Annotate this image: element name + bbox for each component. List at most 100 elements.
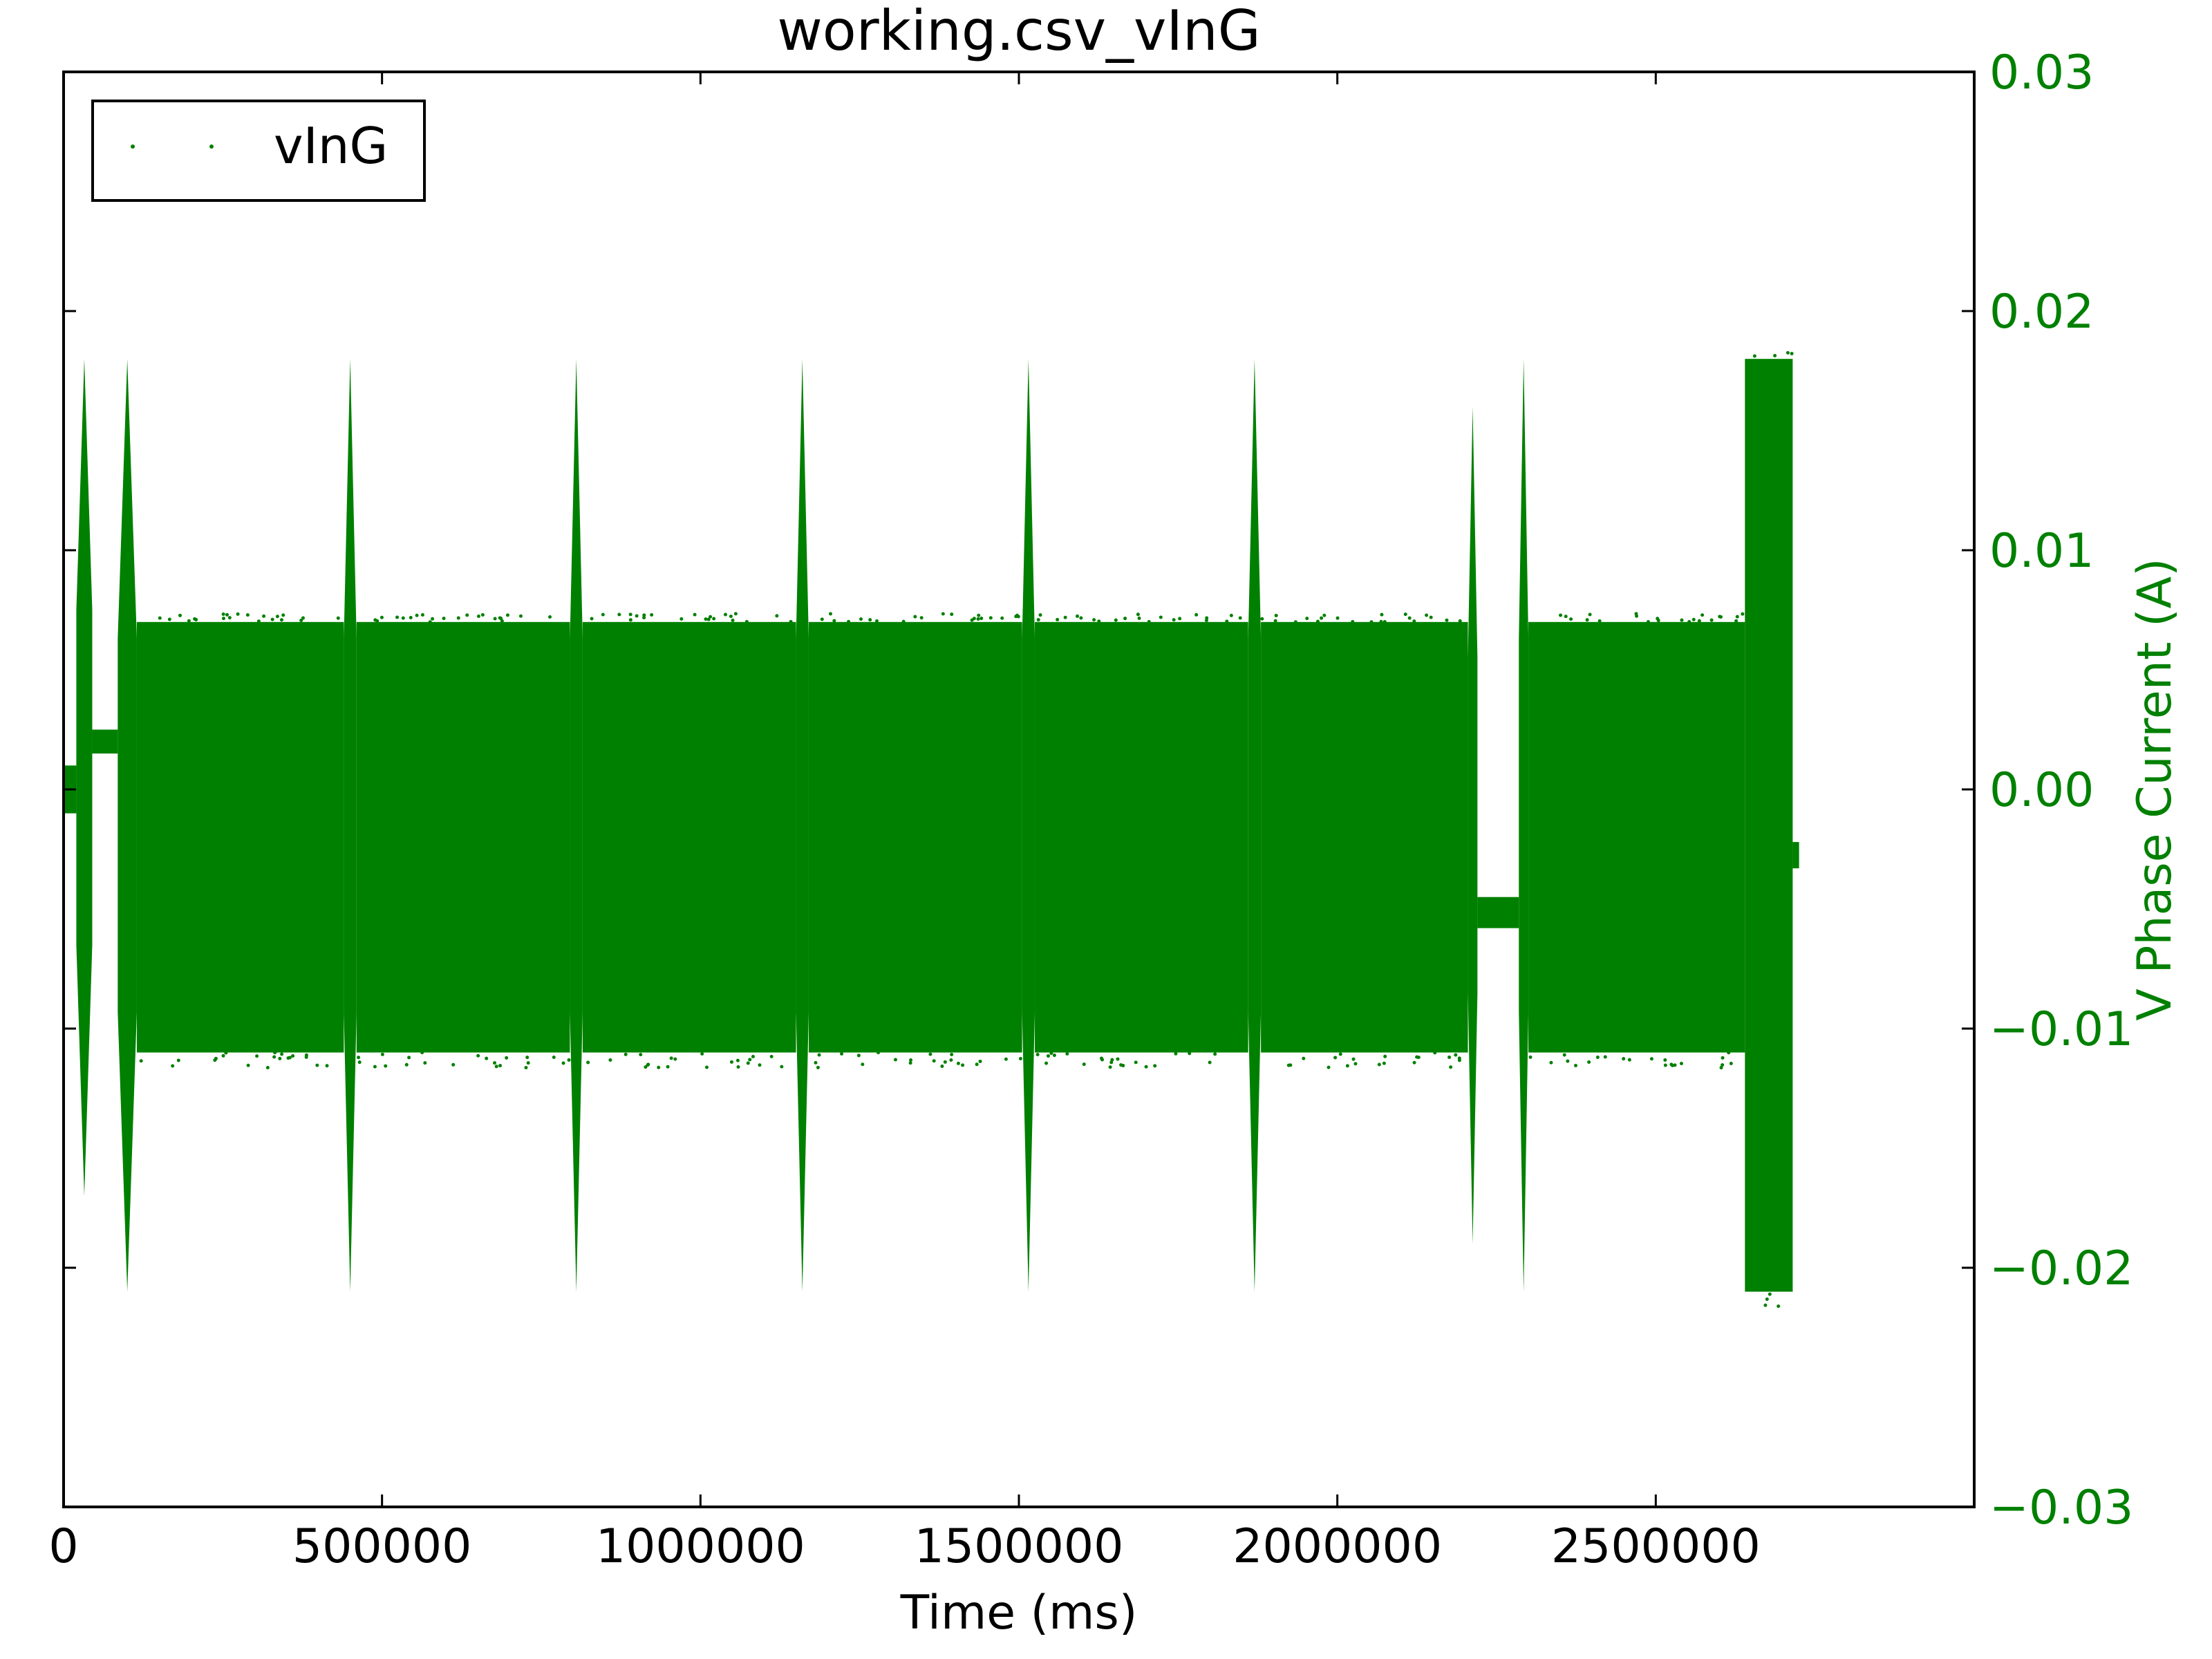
data-point: [736, 1065, 740, 1069]
data-point: [1687, 620, 1691, 624]
data-point: [221, 1053, 225, 1058]
data-point: [1719, 1066, 1723, 1070]
data-point: [357, 1060, 362, 1065]
data-point: [1445, 618, 1449, 622]
data-point: [1369, 620, 1374, 624]
data-point: [1333, 1056, 1338, 1060]
data-point: [395, 615, 400, 619]
data-point: [919, 616, 924, 620]
data-point: [1379, 619, 1383, 624]
data-point: [746, 1061, 750, 1065]
data-point: [1403, 612, 1407, 617]
data-point: [816, 1065, 820, 1069]
data-point: [494, 1065, 498, 1069]
data-point: [1208, 1060, 1212, 1065]
data-point: [1174, 1051, 1178, 1056]
data-point: [950, 612, 954, 617]
data-point: [608, 1058, 612, 1062]
data-point: [500, 619, 504, 623]
data-point: [1425, 613, 1429, 617]
data-point: [1056, 617, 1060, 621]
data-point: [246, 1063, 250, 1067]
data-point: [409, 615, 413, 619]
data-point: [1116, 1057, 1120, 1061]
data-point: [187, 619, 191, 623]
data-band-12: [1035, 621, 1248, 1053]
data-band-8: [582, 621, 796, 1053]
data-point: [176, 1058, 180, 1062]
data-point: [336, 616, 340, 620]
x-axis-label: Time (ms): [900, 1586, 1138, 1640]
data-point: [1153, 1064, 1157, 1068]
chart-title: working.csv_vInG: [777, 0, 1260, 63]
data-point: [590, 617, 594, 621]
data-point: [1603, 1055, 1607, 1059]
data-point: [1735, 615, 1739, 619]
data-point: [1595, 1055, 1600, 1059]
data-point: [1136, 612, 1140, 617]
data-point: [407, 1056, 411, 1060]
data-point: [624, 1052, 628, 1056]
data-band-18: [1528, 621, 1745, 1053]
data-point: [273, 1051, 277, 1055]
data-point: [1454, 1053, 1458, 1057]
data-point: [1335, 616, 1340, 620]
data-point: [1721, 1063, 1725, 1067]
data-point: [1588, 612, 1592, 617]
data-point: [167, 617, 171, 621]
data-point: [628, 618, 632, 622]
data-point: [729, 1060, 733, 1064]
data-point: [221, 612, 225, 616]
y-tick-label: 0.00: [1989, 763, 2094, 818]
data-spike-7: [570, 359, 583, 1292]
data-point: [1458, 619, 1462, 623]
data-point: [1412, 1060, 1416, 1065]
data-point: [1412, 619, 1416, 624]
data-point: [940, 1065, 944, 1069]
data-point: [493, 1061, 497, 1065]
data-point: [1178, 617, 1182, 621]
data-point: [499, 616, 503, 620]
data-point: [1734, 619, 1738, 623]
data-point: [1159, 615, 1163, 619]
data-point: [1110, 1058, 1114, 1062]
data-point: [493, 617, 497, 621]
data-point: [1416, 1056, 1421, 1060]
data-point: [1709, 618, 1714, 622]
data-point: [1721, 1056, 1725, 1060]
data-point: [1457, 1058, 1461, 1062]
data-point: [442, 617, 446, 621]
data-point: [639, 1053, 643, 1057]
data-point: [1566, 1059, 1570, 1063]
data-point: [657, 1065, 661, 1069]
data-point: [265, 1066, 270, 1070]
data-point: [1108, 1065, 1112, 1069]
data-point: [1718, 615, 1722, 619]
data-point: [1288, 1063, 1293, 1067]
data-point: [1100, 1058, 1105, 1062]
data-point: [1673, 1063, 1677, 1067]
data-point: [278, 1056, 282, 1060]
data-point: [1137, 616, 1141, 620]
data-point: [679, 617, 684, 621]
data-point: [227, 616, 232, 620]
data-point: [225, 612, 229, 617]
data-point: [644, 1065, 648, 1069]
data-point: [789, 619, 793, 624]
data-point: [286, 1056, 290, 1060]
data-point: [423, 1061, 427, 1065]
data-point: [1351, 619, 1355, 624]
data-point: [428, 620, 432, 624]
data-point: [1663, 1063, 1667, 1067]
y-tick-label: −0.01: [1989, 1002, 2133, 1057]
data-point: [485, 1056, 489, 1060]
data-point: [861, 1062, 865, 1067]
data-point: [1573, 1064, 1577, 1068]
data-point: [748, 1058, 752, 1062]
data-point: [1147, 619, 1151, 624]
data-point: [1204, 619, 1208, 623]
data-point: [1380, 612, 1384, 617]
data-point: [758, 1063, 762, 1067]
data-point: [1727, 1051, 1731, 1055]
data-point: [1302, 1056, 1306, 1060]
